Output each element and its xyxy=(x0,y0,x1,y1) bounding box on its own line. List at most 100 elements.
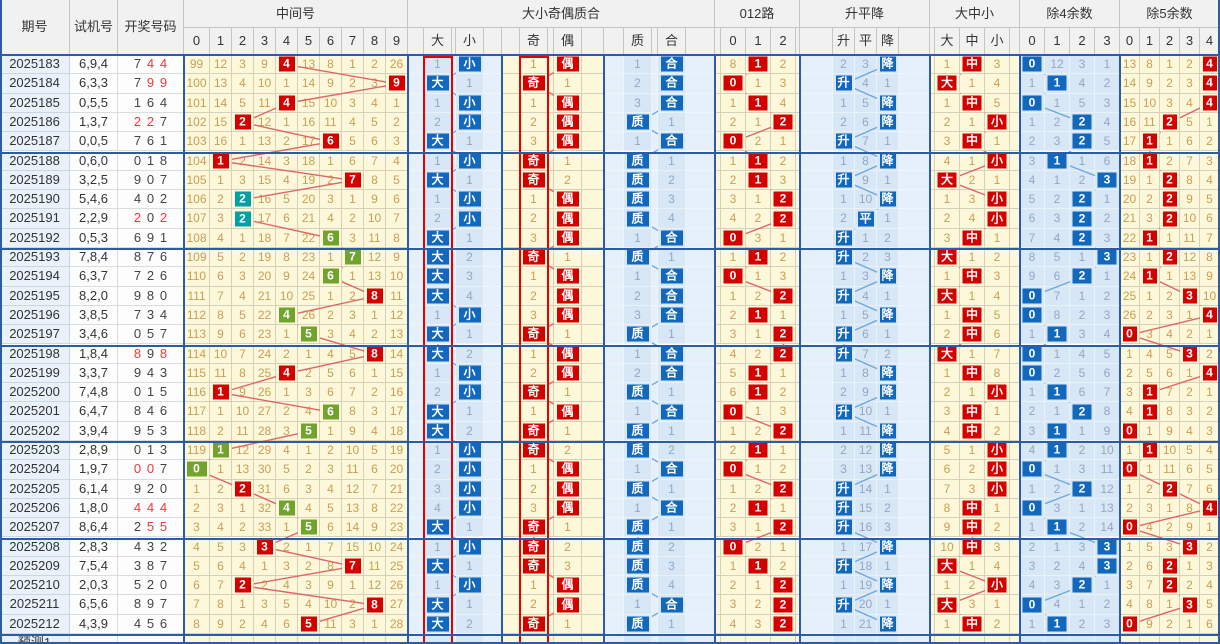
omission-cell: 2 xyxy=(1045,112,1070,133)
omission-cell: 1 xyxy=(833,305,855,326)
spacer-cell xyxy=(899,93,930,113)
omission-cell: 1 xyxy=(746,460,771,480)
mid-omission-cell: 6 xyxy=(276,614,298,634)
spacer-cell xyxy=(484,383,502,403)
mid-omission-cell: 6 xyxy=(386,190,408,210)
hit-badge: 1 xyxy=(748,500,768,516)
hit-cell: 0 xyxy=(1020,305,1045,326)
sub-header-label: 1 xyxy=(210,28,232,55)
spacer-cell xyxy=(899,441,930,461)
omission-cell: 2 xyxy=(1070,170,1095,191)
mid-hit-cell: 2 xyxy=(232,576,254,596)
winning-digit: 8 xyxy=(133,345,142,361)
hit-badge: 大 xyxy=(937,346,957,362)
spacer-cell xyxy=(604,460,624,480)
hit-cell: 0 xyxy=(1120,325,1140,345)
spacer-cell xyxy=(582,305,604,326)
winning-digit: 2 xyxy=(146,480,155,496)
footer-cell xyxy=(232,634,254,644)
hit-badge: 偶 xyxy=(556,95,579,111)
hit-badge: 2 xyxy=(773,114,793,130)
group-header: 升平降 xyxy=(800,0,930,28)
omission-cell: 1 xyxy=(658,325,686,345)
hit-cell: 质 xyxy=(624,421,652,441)
spacer-cell xyxy=(484,286,502,306)
winning-digit: 2 xyxy=(146,268,155,284)
sub-header-label: 大 xyxy=(935,28,960,55)
hit-badge: 0 xyxy=(1022,346,1042,362)
hit-cell: 0 xyxy=(721,132,746,152)
hit-cell: 2 xyxy=(1160,556,1180,577)
test-number-cell: 2,2,9 xyxy=(70,209,118,229)
winning-digit: 0 xyxy=(133,461,142,477)
hit-cell: 3 xyxy=(1095,170,1120,191)
hit-badge: 合 xyxy=(660,133,683,149)
omission-cell: 3 xyxy=(658,556,686,577)
hit-cell: 升 xyxy=(833,132,855,152)
omission-cell: 2 xyxy=(721,498,746,519)
winning-digit: 3 xyxy=(159,364,168,380)
hit-cell: 4 xyxy=(1200,55,1220,75)
hit-badge: 4 xyxy=(1202,307,1217,323)
omission-cell: 1 xyxy=(935,190,960,210)
hit-badge: 降 xyxy=(879,153,896,169)
hit-cell: 1 xyxy=(746,93,771,113)
test-number-cell: 2,8,9 xyxy=(70,441,118,461)
mid-omission-cell: 3 xyxy=(298,383,320,403)
winning-digit: 2 xyxy=(133,113,142,129)
spacer-cell xyxy=(800,479,833,499)
omission-cell: 9 xyxy=(855,383,877,403)
mid-omission-cell: 107 xyxy=(184,209,210,229)
mid-hit-cell: 7 xyxy=(342,248,364,268)
omission-cell: 6 xyxy=(1070,383,1095,403)
mid-hit-cell: 7 xyxy=(342,170,364,191)
spacer-cell xyxy=(899,402,930,422)
hit-badge: 0 xyxy=(723,404,743,420)
hit-badge: 升 xyxy=(835,288,852,304)
hit-badge: 中 xyxy=(962,56,982,72)
mid-omission-cell: 3 xyxy=(342,614,364,634)
hit-badge: 6 xyxy=(322,404,339,420)
mid-omission-cell: 3 xyxy=(232,55,254,75)
omission-cell: 10 xyxy=(935,537,960,557)
hit-badge: 1 xyxy=(1047,326,1067,342)
winning-digit: 7 xyxy=(133,268,142,284)
spacer-cell xyxy=(800,421,833,441)
omission-cell: 1 xyxy=(554,74,582,94)
period-cell: 2025191 xyxy=(0,209,70,229)
footer-cell xyxy=(652,634,658,644)
omission-cell: 9 xyxy=(1180,518,1200,538)
mid-omission-cell: 4 xyxy=(232,74,254,94)
mid-omission-cell: 4 xyxy=(320,479,342,499)
sub-header-label: 升 xyxy=(833,28,855,55)
omission-cell: 1 xyxy=(1200,383,1220,403)
omission-cell: 2 xyxy=(960,170,985,191)
hit-badge: 升 xyxy=(835,249,852,265)
omission-cell: 1 xyxy=(1045,460,1070,480)
omission-cell: 6 xyxy=(985,325,1010,345)
spacer-cell xyxy=(604,286,624,306)
winning-digit: 9 xyxy=(146,75,155,91)
hit-badge: 1 xyxy=(1047,442,1067,458)
mid-omission-cell: 4 xyxy=(298,595,320,615)
mid-omission-cell: 26 xyxy=(254,383,276,403)
winning-digit: 6 xyxy=(159,249,168,264)
hit-cell: 小 xyxy=(456,460,484,480)
omission-cell: 1 xyxy=(1160,267,1180,287)
mid-omission-cell: 3 xyxy=(320,460,342,480)
column-header-win: 开奖号码 xyxy=(118,0,184,55)
mid-omission-cell: 116 xyxy=(184,383,210,403)
omission-cell: 2 xyxy=(1120,363,1140,384)
omission-cell: 1 xyxy=(658,479,686,499)
omission-cell: 1 xyxy=(1020,74,1045,94)
mid-omission-cell: 24 xyxy=(298,267,320,287)
spacer-cell xyxy=(502,576,520,596)
hit-badge: 质 xyxy=(626,558,649,574)
omission-cell: 2 xyxy=(771,556,796,577)
omission-cell: 2 xyxy=(1200,344,1220,364)
spacer-cell xyxy=(715,248,721,268)
spacer-cell xyxy=(484,248,502,268)
omission-cell: 2 xyxy=(855,248,877,268)
spacer-cell xyxy=(502,498,520,519)
